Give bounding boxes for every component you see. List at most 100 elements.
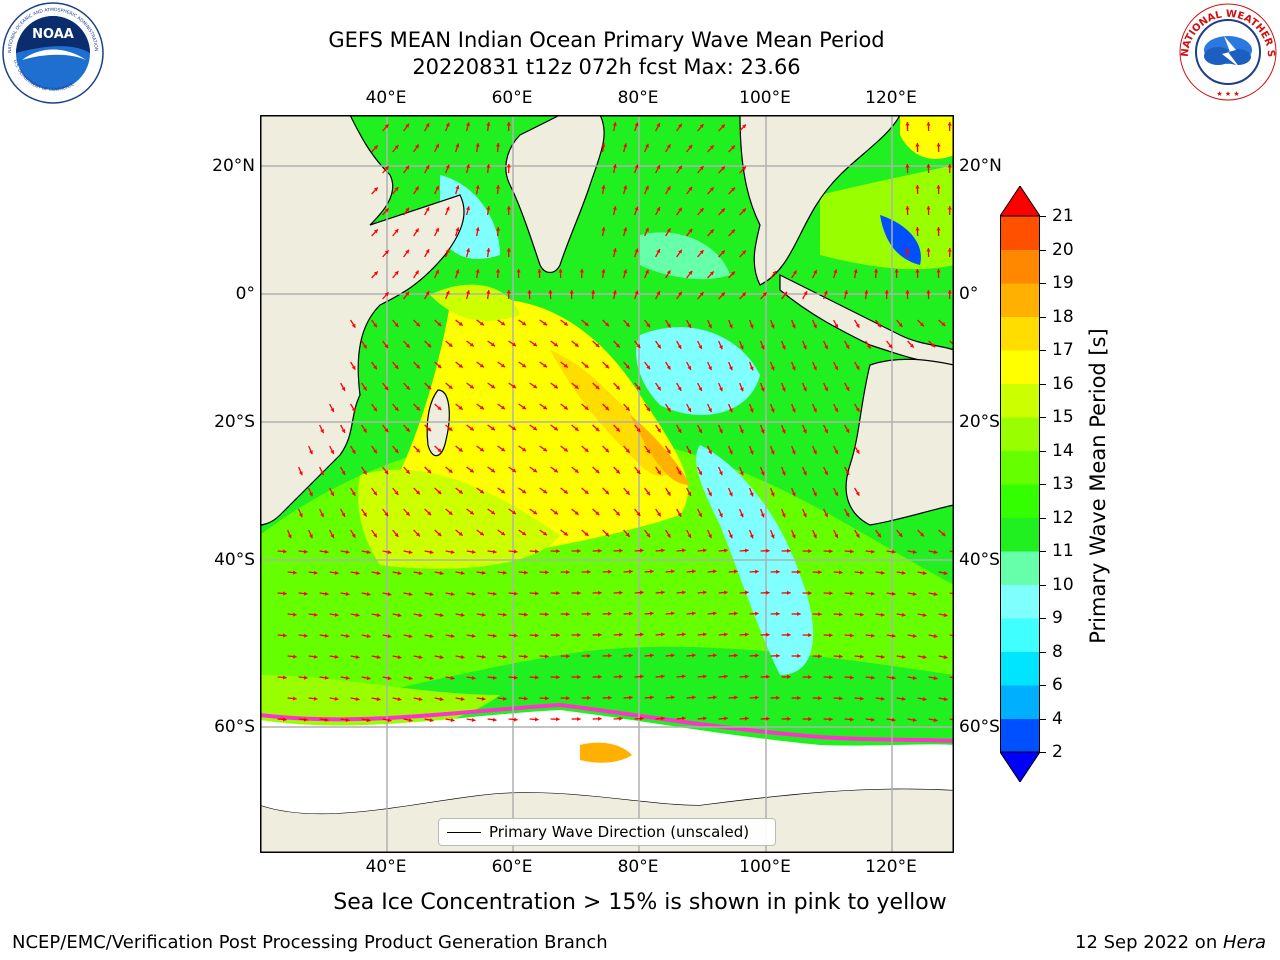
wave-vector-head [870,675,875,680]
wave-vector-head [708,534,712,539]
wave-vector-head [394,532,399,537]
wave-vector-head [345,549,350,554]
wave-vector-head [739,387,744,392]
wave-vector-head [760,387,765,392]
wave-vector-head [598,590,602,595]
wave-vector-head [545,570,549,575]
wave-vector-head [698,345,702,349]
wave-vector-head [427,427,432,432]
wave-vector-head [813,324,817,329]
nws-logo-icon: NATIONAL WEATHER SERVICE ★ ★ ★ [1174,0,1278,102]
wave-vector-head [855,533,860,538]
wave-vector-head [845,344,850,349]
wave-vector-head [512,510,516,515]
wave-vector-head [615,343,620,348]
wave-vector-head [612,206,617,210]
wave-vector-head [563,405,568,410]
colorbar-tick-label: 16 [1052,373,1074,394]
wave-vector-head [324,549,329,554]
wave-vector-head [749,324,754,329]
wave-vector-head [787,548,791,553]
wave-vector-head [373,365,377,370]
wave-vector-head [776,611,780,616]
wave-vector [949,634,954,637]
wave-vector-head [397,697,402,702]
wave-vector-head [548,290,553,294]
wave-vector-head [839,570,843,575]
wave-vector-head [595,343,600,348]
wave-vector-head [905,290,910,294]
wave-vector-head [943,613,948,618]
wave-vector-head [563,363,568,368]
colorbar-tick-label: 8 [1052,641,1063,662]
wave-vector-head [587,569,591,574]
wave-vector-head [703,716,707,721]
wave-vector-head [345,633,350,638]
wave-vector-head [625,490,630,495]
wave-vector-head [699,166,704,171]
wave-vector-head [650,611,654,616]
wave-vector-head [898,532,903,537]
wave-vector-head [416,532,420,537]
wave-vector-head [755,653,759,658]
wave-vector-head [584,322,589,326]
wave-vector-head [623,227,628,232]
wave-vector-head [491,468,495,473]
wave-vector-head [787,674,791,679]
svg-text:★ ★ ★: ★ ★ ★ [1216,90,1239,98]
wave-vector-head [397,655,402,660]
wave-vector-head [699,124,704,129]
wave-vector-head [901,696,906,701]
wave-vector-head [922,697,927,701]
wave-vector-head [943,697,948,702]
wave-vector-head [287,534,292,539]
wave-vector-head [829,549,833,554]
wave-vector-head [469,384,474,389]
wave-vector-head [855,323,860,328]
wave-vector-head [429,592,434,597]
wave-vector-head [405,123,409,128]
wave-vector-head [657,428,661,433]
wave-vector-head [713,611,717,616]
wave-vector-head [802,429,807,434]
wave-vector-head [699,208,704,213]
wave-vector-head [671,611,675,616]
wave-vector-head [351,449,356,454]
wave-vector-head [471,633,476,638]
period-band-14 [358,469,560,569]
wave-vector-head [728,366,733,371]
wave-vector-head [502,696,507,701]
wave-vector-head [646,533,650,538]
wave-vector-head [909,343,914,348]
colorbar-tick-label: 11 [1052,541,1074,561]
colorbar-segment [1000,450,1040,485]
wave-vector-head [745,716,749,721]
wave-vector-head [834,492,838,496]
wave-vector-head [533,426,537,431]
wave-vector-head [387,634,392,639]
wave-vector-head [731,187,735,192]
colorbar-tick-label: 4 [1052,708,1063,729]
wave-vector-head [915,269,920,273]
wave-vector-head [656,291,661,296]
wave-vector-head [563,321,568,326]
wave-vector-head [363,428,367,433]
wave-vector-head [864,290,869,294]
wave-vector-head [845,386,850,391]
lon-label-bottom-100e: 100°E [739,857,791,877]
wave-vector-head [405,249,409,254]
wave-vector-head [394,364,399,369]
wave-vector-head [808,675,812,680]
lon-label-bottom-40e: 40°E [365,857,407,877]
wave-vector-head [439,571,444,576]
wave-vector-head [309,534,313,539]
colorbar-segment [1000,484,1040,518]
colorbar-tick-mark [1040,517,1046,519]
wave-vector-head [787,716,791,721]
wave-vector-head [760,513,765,518]
wave-vector-head [634,164,639,169]
wave-vector-head [543,321,547,326]
wave-vector-head [666,186,671,191]
wave-vector-head [601,227,606,231]
wave-vector-head [587,653,591,658]
